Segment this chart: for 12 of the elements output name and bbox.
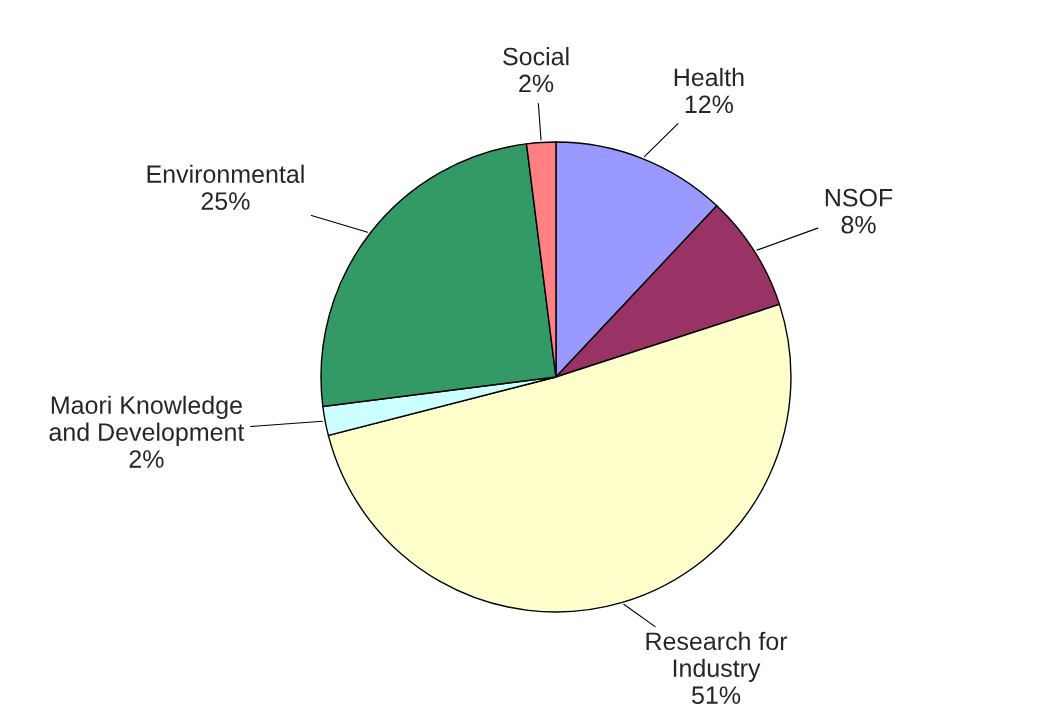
data-label: 12% bbox=[685, 95, 734, 114]
slice-label: Environmental bbox=[147, 164, 304, 184]
slice-label: NSOF bbox=[825, 188, 893, 207]
slice-label: Social bbox=[503, 47, 569, 66]
data-label: 51% bbox=[692, 686, 741, 704]
slice-label: Health bbox=[674, 67, 744, 87]
slice-label: Maori Knowledge and Development bbox=[49, 395, 245, 446]
data-label: 2% bbox=[129, 450, 164, 468]
data-label: 2% bbox=[519, 74, 554, 93]
slice-label: Research for Industry bbox=[646, 631, 788, 682]
data-label: 25% bbox=[201, 192, 250, 210]
data-label: 8% bbox=[841, 215, 876, 234]
